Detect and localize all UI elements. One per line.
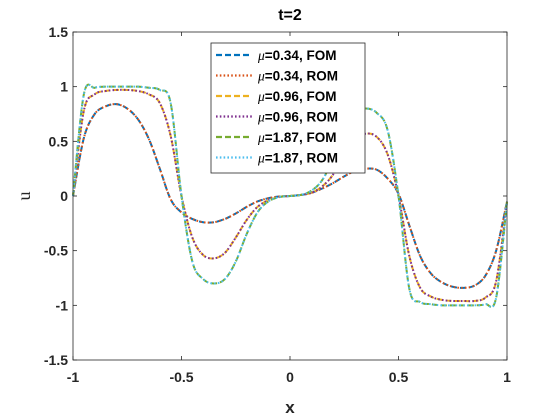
y-tick-label: 0.5 (49, 133, 69, 149)
legend-entry: μ=0.96, ROM (257, 110, 338, 125)
legend-entry-label: =1.87, FOM (265, 130, 337, 145)
series-line-0-96-rom (72, 88, 508, 303)
y-tick-label: -1 (56, 297, 69, 313)
legend-entry-mu: μ (257, 151, 265, 166)
y-axis-label: u (14, 192, 34, 201)
x-tick-label: -0.5 (169, 369, 193, 385)
legend-entry-mu: μ (257, 48, 265, 63)
legend-entry-mu: μ (257, 69, 265, 84)
y-tick-label: 0 (60, 188, 68, 204)
chart-title: t=2 (278, 7, 302, 24)
legend-entry: μ=0.34, FOM (257, 48, 336, 63)
x-tick-label: -1 (67, 369, 80, 385)
y-tick-label: 1.5 (49, 24, 69, 40)
legend-entry: μ=1.87, ROM (257, 151, 338, 166)
x-tick-label: 0 (286, 369, 294, 385)
y-tick-label: 1 (60, 79, 68, 95)
legend-entry: μ=1.87, FOM (257, 130, 336, 145)
legend-entry-label: =0.34, FOM (265, 48, 337, 63)
legend-entry-label: =0.96, FOM (265, 89, 337, 104)
legend-entry-mu: μ (257, 89, 265, 104)
legend-entry: μ=0.34, ROM (257, 69, 338, 84)
legend-entry-label: =0.96, ROM (265, 110, 338, 125)
legend-entry-label: =1.87, ROM (265, 151, 338, 166)
y-tick-label: -1.5 (44, 352, 68, 368)
legend-entry-mu: μ (257, 130, 265, 145)
series-line-1-87-rom (72, 83, 508, 308)
ticks-layer: -1 -0.5 0 0.5 1-1.5-1-0.500.511.5 (44, 24, 511, 385)
legend-entry-mu: μ (257, 110, 265, 125)
legend-entry: μ=0.96, FOM (257, 89, 336, 104)
legend-box (210, 42, 366, 174)
y-tick-label: -0.5 (44, 243, 68, 259)
x-tick-label: 1 (503, 369, 511, 385)
legend-entry-label: =0.34, ROM (265, 69, 338, 84)
series-layer (72, 83, 508, 308)
x-axis-label: x (285, 398, 295, 417)
x-tick-label: 0.5 (389, 369, 409, 385)
